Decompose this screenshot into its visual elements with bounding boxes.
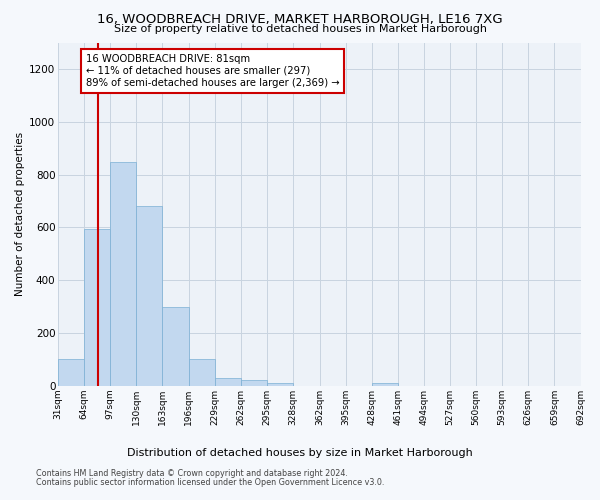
Bar (215, 378, 241, 386)
Bar (163, 306, 188, 386)
Text: 16, WOODBREACH DRIVE, MARKET HARBOROUGH, LE16 7XG: 16, WOODBREACH DRIVE, MARKET HARBOROUGH,… (97, 12, 503, 26)
Text: Size of property relative to detached houses in Market Harborough: Size of property relative to detached ho… (113, 24, 487, 34)
Text: Distribution of detached houses by size in Market Harborough: Distribution of detached houses by size … (127, 448, 473, 458)
Text: Contains HM Land Registry data © Crown copyright and database right 2024.: Contains HM Land Registry data © Crown c… (36, 469, 348, 478)
Bar (84, 228, 110, 386)
Text: 16 WOODBREACH DRIVE: 81sqm
← 11% of detached houses are smaller (297)
89% of sem: 16 WOODBREACH DRIVE: 81sqm ← 11% of deta… (86, 54, 340, 88)
Bar (58, 360, 84, 386)
Y-axis label: Number of detached properties: Number of detached properties (15, 132, 25, 296)
Bar (188, 360, 215, 386)
Text: Contains public sector information licensed under the Open Government Licence v3: Contains public sector information licen… (36, 478, 385, 487)
Bar (110, 162, 136, 386)
Bar (267, 383, 293, 386)
Bar (372, 383, 398, 386)
Bar (241, 380, 267, 386)
Bar (136, 206, 163, 386)
